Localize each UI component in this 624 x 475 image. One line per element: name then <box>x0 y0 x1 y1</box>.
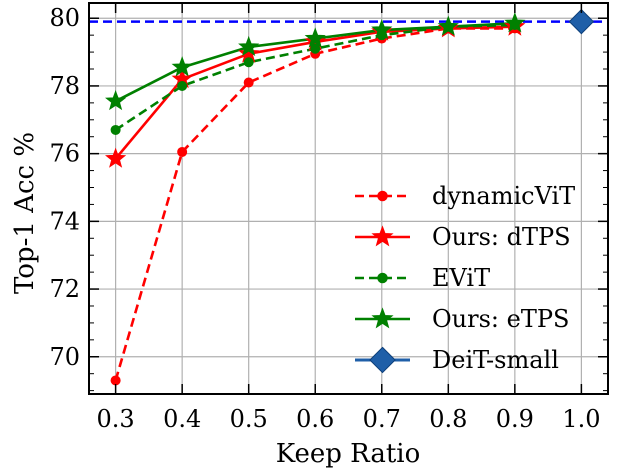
y-tick-label: 74 <box>49 207 80 235</box>
x-tick-label: 0.6 <box>296 405 334 433</box>
point-ours-etps <box>105 90 127 111</box>
y-tick-label: 76 <box>49 140 80 168</box>
y-tick-label: 80 <box>49 4 80 32</box>
point-dynamicvit <box>110 375 121 386</box>
legend-label-deit-small: DeiT-small <box>432 346 559 374</box>
point-deit-small <box>568 8 595 35</box>
tick-marks <box>89 3 608 394</box>
x-tick-label: 1.0 <box>562 405 600 433</box>
x-tick-label: 0.5 <box>230 405 268 433</box>
x-axis-label: Keep Ratio <box>276 439 421 469</box>
legend-label-ours-dtps: Ours: dTPS <box>432 223 571 251</box>
x-tick-label: 0.7 <box>363 405 401 433</box>
legend-marker-ours-dtps <box>371 225 394 247</box>
legend-marker-ours-etps <box>371 307 394 329</box>
point-ours-etps <box>171 56 193 77</box>
x-tick-label: 0.9 <box>496 405 534 433</box>
point-dynamicvit <box>177 146 188 157</box>
point-ours-etps <box>371 18 393 40</box>
point-ours-etps <box>504 12 526 33</box>
x-tick-label: 0.4 <box>163 405 201 433</box>
point-ours-etps <box>304 27 326 48</box>
tick-labels: 0.3 0.4 0.5 0.6 0.7 0.8 0.9 1.0 70 72 74 76 78 80 <box>49 4 600 433</box>
point-evit <box>310 43 321 54</box>
point-ours-etps <box>238 35 260 57</box>
point-evit <box>110 124 121 135</box>
point-dynamicvit <box>243 77 254 88</box>
point-evit <box>243 57 254 68</box>
legend-marker-evit <box>377 272 388 284</box>
point-evit <box>177 80 188 91</box>
point-ours-dtps <box>105 147 127 168</box>
legend-label-ours-etps: Ours: eTPS <box>432 305 569 333</box>
legend-label-dynamicvit: dynamicViT <box>432 182 575 210</box>
legend-marker-dynamicvit <box>377 190 388 202</box>
axes <box>88 2 609 395</box>
series-markers <box>105 8 595 386</box>
x-tick-label: 0.3 <box>97 405 135 433</box>
legend: dynamicViT Ours: dTPS EViT Ours: eTPS DeiT-s… <box>355 182 575 374</box>
plot-frame <box>88 2 609 395</box>
legend-marker-deit-small <box>369 346 396 374</box>
y-tick-label: 72 <box>49 275 80 303</box>
point-ours-etps <box>437 15 459 36</box>
legend-label-evit: EViT <box>432 264 490 292</box>
y-tick-label: 78 <box>49 72 80 100</box>
y-tick-label: 70 <box>49 343 80 371</box>
y-axis-label: Top-1 Acc % <box>10 132 40 294</box>
x-tick-label: 0.8 <box>429 405 467 433</box>
